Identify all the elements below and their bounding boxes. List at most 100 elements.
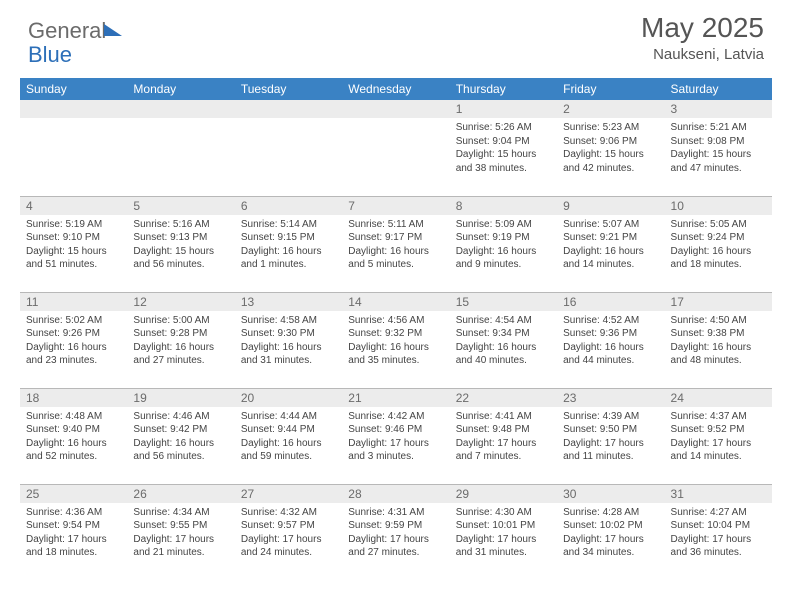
day-info: Sunrise: 4:36 AMSunset: 9:54 PMDaylight:… xyxy=(20,503,127,564)
day-number: 6 xyxy=(235,197,342,215)
day-info: Sunrise: 4:42 AMSunset: 9:46 PMDaylight:… xyxy=(342,407,449,468)
day-number: 19 xyxy=(127,389,234,407)
calendar-cell: 12Sunrise: 5:00 AMSunset: 9:28 PMDayligh… xyxy=(127,292,234,388)
day-number: 11 xyxy=(20,293,127,311)
sail-icon xyxy=(104,24,122,36)
calendar-cell: 11Sunrise: 5:02 AMSunset: 9:26 PMDayligh… xyxy=(20,292,127,388)
day-info: Sunrise: 4:44 AMSunset: 9:44 PMDaylight:… xyxy=(235,407,342,468)
day-number: 9 xyxy=(557,197,664,215)
day-number: 5 xyxy=(127,197,234,215)
calendar-week-row: 11Sunrise: 5:02 AMSunset: 9:26 PMDayligh… xyxy=(20,292,772,388)
day-number: 30 xyxy=(557,485,664,503)
day-info: Sunrise: 5:11 AMSunset: 9:17 PMDaylight:… xyxy=(342,215,449,276)
calendar-cell: 2Sunrise: 5:23 AMSunset: 9:06 PMDaylight… xyxy=(557,100,664,196)
day-number: 29 xyxy=(450,485,557,503)
day-info: Sunrise: 4:56 AMSunset: 9:32 PMDaylight:… xyxy=(342,311,449,372)
day-info: Sunrise: 5:09 AMSunset: 9:19 PMDaylight:… xyxy=(450,215,557,276)
day-number: 23 xyxy=(557,389,664,407)
day-number: 24 xyxy=(665,389,772,407)
calendar-cell: 13Sunrise: 4:58 AMSunset: 9:30 PMDayligh… xyxy=(235,292,342,388)
day-info: Sunrise: 5:07 AMSunset: 9:21 PMDaylight:… xyxy=(557,215,664,276)
brand-line2: Blue xyxy=(28,42,72,68)
title-block: May 2025 Naukseni, Latvia xyxy=(641,12,764,63)
day-info: Sunrise: 4:27 AMSunset: 10:04 PMDaylight… xyxy=(665,503,772,564)
day-info: Sunrise: 4:48 AMSunset: 9:40 PMDaylight:… xyxy=(20,407,127,468)
day-number-empty xyxy=(342,100,449,118)
calendar-cell: 28Sunrise: 4:31 AMSunset: 9:59 PMDayligh… xyxy=(342,484,449,580)
day-number: 1 xyxy=(450,100,557,118)
weekday-header: Sunday xyxy=(20,78,127,100)
day-info: Sunrise: 4:54 AMSunset: 9:34 PMDaylight:… xyxy=(450,311,557,372)
day-info: Sunrise: 4:46 AMSunset: 9:42 PMDaylight:… xyxy=(127,407,234,468)
day-info: Sunrise: 4:34 AMSunset: 9:55 PMDaylight:… xyxy=(127,503,234,564)
calendar-cell: 24Sunrise: 4:37 AMSunset: 9:52 PMDayligh… xyxy=(665,388,772,484)
day-info: Sunrise: 4:41 AMSunset: 9:48 PMDaylight:… xyxy=(450,407,557,468)
calendar-cell: 6Sunrise: 5:14 AMSunset: 9:15 PMDaylight… xyxy=(235,196,342,292)
calendar-cell-empty xyxy=(235,100,342,196)
day-number: 12 xyxy=(127,293,234,311)
day-info: Sunrise: 5:14 AMSunset: 9:15 PMDaylight:… xyxy=(235,215,342,276)
day-number-empty xyxy=(20,100,127,118)
brand-part1: General xyxy=(28,18,106,44)
page-header: General Blue May 2025 Naukseni, Latvia xyxy=(0,0,792,78)
calendar-cell: 7Sunrise: 5:11 AMSunset: 9:17 PMDaylight… xyxy=(342,196,449,292)
day-number: 16 xyxy=(557,293,664,311)
day-info: Sunrise: 4:37 AMSunset: 9:52 PMDaylight:… xyxy=(665,407,772,468)
day-info: Sunrise: 4:58 AMSunset: 9:30 PMDaylight:… xyxy=(235,311,342,372)
day-info: Sunrise: 4:52 AMSunset: 9:36 PMDaylight:… xyxy=(557,311,664,372)
calendar-cell: 18Sunrise: 4:48 AMSunset: 9:40 PMDayligh… xyxy=(20,388,127,484)
brand-logo: General xyxy=(28,18,122,44)
day-info: Sunrise: 5:16 AMSunset: 9:13 PMDaylight:… xyxy=(127,215,234,276)
calendar-cell: 8Sunrise: 5:09 AMSunset: 9:19 PMDaylight… xyxy=(450,196,557,292)
day-info: Sunrise: 4:32 AMSunset: 9:57 PMDaylight:… xyxy=(235,503,342,564)
day-info: Sunrise: 5:05 AMSunset: 9:24 PMDaylight:… xyxy=(665,215,772,276)
calendar-cell: 23Sunrise: 4:39 AMSunset: 9:50 PMDayligh… xyxy=(557,388,664,484)
calendar-week-row: 4Sunrise: 5:19 AMSunset: 9:10 PMDaylight… xyxy=(20,196,772,292)
calendar-cell: 31Sunrise: 4:27 AMSunset: 10:04 PMDaylig… xyxy=(665,484,772,580)
day-number: 8 xyxy=(450,197,557,215)
month-title: May 2025 xyxy=(641,12,764,44)
calendar-cell: 16Sunrise: 4:52 AMSunset: 9:36 PMDayligh… xyxy=(557,292,664,388)
calendar-cell: 4Sunrise: 5:19 AMSunset: 9:10 PMDaylight… xyxy=(20,196,127,292)
day-info: Sunrise: 5:23 AMSunset: 9:06 PMDaylight:… xyxy=(557,118,664,179)
calendar-week-row: 1Sunrise: 5:26 AMSunset: 9:04 PMDaylight… xyxy=(20,100,772,196)
day-info: Sunrise: 5:00 AMSunset: 9:28 PMDaylight:… xyxy=(127,311,234,372)
day-number: 4 xyxy=(20,197,127,215)
weekday-header: Friday xyxy=(557,78,664,100)
brand-part2: Blue xyxy=(28,42,72,67)
day-number: 3 xyxy=(665,100,772,118)
day-number: 21 xyxy=(342,389,449,407)
calendar-cell: 1Sunrise: 5:26 AMSunset: 9:04 PMDaylight… xyxy=(450,100,557,196)
calendar-cell: 9Sunrise: 5:07 AMSunset: 9:21 PMDaylight… xyxy=(557,196,664,292)
calendar-cell: 5Sunrise: 5:16 AMSunset: 9:13 PMDaylight… xyxy=(127,196,234,292)
day-number: 2 xyxy=(557,100,664,118)
day-number: 25 xyxy=(20,485,127,503)
day-number-empty xyxy=(127,100,234,118)
calendar-cell: 29Sunrise: 4:30 AMSunset: 10:01 PMDaylig… xyxy=(450,484,557,580)
weekday-header: Saturday xyxy=(665,78,772,100)
calendar-week-row: 18Sunrise: 4:48 AMSunset: 9:40 PMDayligh… xyxy=(20,388,772,484)
day-info: Sunrise: 4:30 AMSunset: 10:01 PMDaylight… xyxy=(450,503,557,564)
weekday-header: Tuesday xyxy=(235,78,342,100)
day-info: Sunrise: 5:19 AMSunset: 9:10 PMDaylight:… xyxy=(20,215,127,276)
calendar-cell: 19Sunrise: 4:46 AMSunset: 9:42 PMDayligh… xyxy=(127,388,234,484)
day-info: Sunrise: 4:50 AMSunset: 9:38 PMDaylight:… xyxy=(665,311,772,372)
day-number: 31 xyxy=(665,485,772,503)
calendar-cell: 3Sunrise: 5:21 AMSunset: 9:08 PMDaylight… xyxy=(665,100,772,196)
location-label: Naukseni, Latvia xyxy=(641,46,764,63)
weekday-header: Thursday xyxy=(450,78,557,100)
day-number: 22 xyxy=(450,389,557,407)
calendar-body: 1Sunrise: 5:26 AMSunset: 9:04 PMDaylight… xyxy=(20,100,772,580)
calendar-table: SundayMondayTuesdayWednesdayThursdayFrid… xyxy=(20,78,772,580)
day-info: Sunrise: 5:02 AMSunset: 9:26 PMDaylight:… xyxy=(20,311,127,372)
day-number: 20 xyxy=(235,389,342,407)
calendar-cell: 26Sunrise: 4:34 AMSunset: 9:55 PMDayligh… xyxy=(127,484,234,580)
calendar-cell-empty xyxy=(20,100,127,196)
day-number: 15 xyxy=(450,293,557,311)
calendar-cell: 25Sunrise: 4:36 AMSunset: 9:54 PMDayligh… xyxy=(20,484,127,580)
day-number: 18 xyxy=(20,389,127,407)
calendar-cell-empty xyxy=(342,100,449,196)
day-info: Sunrise: 5:26 AMSunset: 9:04 PMDaylight:… xyxy=(450,118,557,179)
calendar-cell: 10Sunrise: 5:05 AMSunset: 9:24 PMDayligh… xyxy=(665,196,772,292)
calendar-cell-empty xyxy=(127,100,234,196)
